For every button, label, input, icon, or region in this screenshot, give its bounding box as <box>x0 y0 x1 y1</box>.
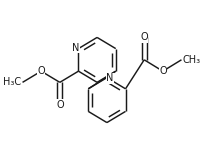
Text: N: N <box>106 73 114 83</box>
Text: O: O <box>140 32 148 42</box>
Text: O: O <box>37 66 45 76</box>
Text: H₃C: H₃C <box>3 77 22 87</box>
Text: CH₃: CH₃ <box>182 55 201 65</box>
Text: O: O <box>159 66 167 76</box>
Text: O: O <box>56 100 64 110</box>
Text: N: N <box>72 43 79 53</box>
